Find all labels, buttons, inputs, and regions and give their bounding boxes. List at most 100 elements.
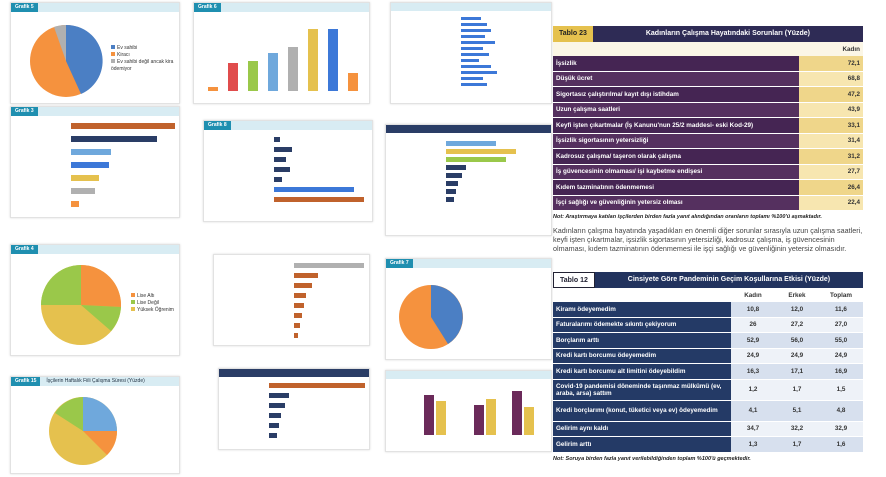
table-note: Not: Soruya birden fazla yanıt verilebil…: [553, 455, 751, 462]
cell: 68,8: [799, 71, 863, 86]
cell: 4,8: [819, 400, 863, 421]
legend-label: Kiracı: [117, 52, 130, 58]
table-row: Kadrosuz çalışma/ taşeron olarak çalışma…: [553, 149, 863, 165]
cell: 32,9: [819, 421, 863, 436]
cell: 43,9: [799, 102, 863, 117]
table-row: Kiramı ödeyemedim 10,8 12,0 11,6: [553, 302, 863, 318]
cell: 26: [731, 317, 775, 332]
cell: 34,7: [731, 421, 775, 436]
row-label: İş güvencesinin olmaması/ işi kaybetme e…: [553, 164, 799, 179]
hbars: [386, 125, 551, 202]
table-row: İşçi sağlığı ve güvenliğinin yetersiz ol…: [553, 195, 863, 211]
table-row: Keyfi işten çıkartmalar (İş Kanunu'nun 2…: [553, 118, 863, 134]
table-note: Not: Araştırmaya katılan işçilerden bird…: [553, 214, 822, 220]
cell: 26,4: [799, 180, 863, 195]
pie: [30, 24, 103, 97]
row-label: İşsizlik sigortasının yetersizliği: [553, 133, 799, 148]
row-label: Covid-19 pandemisi döneminde taşınmaz mü…: [553, 379, 731, 400]
row-label: Düşük ücret: [553, 71, 799, 86]
row-label: Kiramı ödeyemedim: [553, 302, 731, 317]
cell: 1,6: [819, 437, 863, 452]
header-row: Kadın: [553, 42, 863, 56]
cell: 27,7: [799, 164, 863, 179]
row-label: Faturalarımı ödemekte sıkıntı çekiyorum: [553, 317, 731, 332]
header-row: Kadın Erkek Toplam: [553, 288, 863, 302]
thumb: [385, 124, 552, 236]
cell: 32,2: [775, 421, 819, 436]
thumb-tag: Grafik 3: [11, 107, 38, 116]
cell: 72,1: [799, 56, 863, 71]
cell: 10,8: [731, 302, 775, 317]
row-label: Kredi borçlarımı (konut, tüketici veya e…: [553, 400, 731, 421]
thumb: Grafik 6: [193, 2, 370, 104]
hbars: [274, 137, 364, 202]
cell: 52,9: [731, 333, 775, 348]
cell: 56,0: [775, 333, 819, 348]
table-row: Borçlarım arttı 52,9 56,0 55,0: [553, 333, 863, 349]
row-label: Kredi kartı borcumu ödeyemedim: [553, 348, 731, 363]
cell: 31,2: [799, 149, 863, 164]
cell: 1,2: [731, 379, 775, 400]
column-header: Kadın: [744, 291, 762, 299]
table-row: Gelirim aynı kaldı 34,7 32,2 32,9: [553, 421, 863, 437]
table-row: Kredi borçlarımı (konut, tüketici veya e…: [553, 400, 863, 422]
table-body: Kadın Erkek Toplam Kiramı ödeyemedim 10,8 12,…: [553, 288, 863, 453]
cell: 1,7: [775, 437, 819, 452]
thumb: [218, 368, 370, 450]
thumb: Grafik 15 İşçilerin Haftalık Fiili Çalışm…: [10, 376, 180, 474]
row-label: Kıdem tazminatının ödenmemesi: [553, 180, 799, 195]
row-label: Sigortasız çalıştırılma/ kayıt dışı isti…: [553, 87, 799, 102]
cell: 1,3: [731, 437, 775, 452]
hbars: [294, 263, 364, 338]
thumb: Grafik 8: [203, 120, 373, 222]
row-label: İşçi sağlığı ve güvenliğinin yetersiz ol…: [553, 195, 799, 210]
legend: Lise Altı Lise Değil Yüksek Öğrenim: [131, 293, 174, 314]
cell: 24,9: [819, 348, 863, 363]
cell: 55,0: [819, 333, 863, 348]
thumb-tag: Grafik 7: [386, 259, 413, 268]
thumb: Grafik 4 Lise Altı Lise Değil Yüksek Öğr…: [10, 244, 180, 356]
table-row: Kredi kartı borcumu alt limitini ödeyebi…: [553, 364, 863, 380]
cell: 5,1: [775, 400, 819, 421]
table-title: Kadınların Çalışma Hayatındaki Sorunları…: [592, 26, 863, 42]
thumb-tag: Grafik 15: [11, 377, 41, 386]
table-body: Kadın İşsizlik 72,1 Düşük ücret 68,8 Sigortas…: [553, 42, 863, 211]
table-row: Covid-19 pandemisi döneminde taşınmaz mü…: [553, 379, 863, 401]
thumb: Grafik 7: [385, 258, 552, 360]
cell: 17,1: [775, 364, 819, 379]
table-row: İşsizlik 72,1: [553, 56, 863, 72]
row-label: Kredi kartı borcumu alt limitini ödeyebi…: [553, 364, 731, 379]
cell: 22,4: [799, 195, 863, 210]
table-row: Uzun çalışma saatleri 43,9: [553, 102, 863, 118]
row-label: Uzun çalışma saatleri: [553, 102, 799, 117]
legend-label: Lise Değil: [137, 300, 159, 306]
thumb-title: İşçilerin Haftalık Fiili Çalışma Süresi …: [46, 378, 145, 384]
thumb: Grafik 3: [10, 106, 180, 218]
row-label: Keyfi işten çıkartmalar (İş Kanunu'nun 2…: [553, 118, 799, 133]
table-row: İşsizlik sigortasının yetersizliği 31,4: [553, 133, 863, 149]
column-header: Erkek: [788, 291, 806, 299]
table-23: Tablo 23 Kadınların Çalışma Hayatındaki …: [553, 26, 863, 253]
cols: [386, 371, 551, 435]
cell: 1,5: [819, 379, 863, 400]
row-label: Gelirim aynı kaldı: [553, 421, 731, 436]
cell: 33,1: [799, 118, 863, 133]
table-12: Tablo 12 Cinsiyete Göre Pandeminin Geçim…: [553, 272, 863, 462]
thumb: [213, 254, 370, 346]
row-label: Kadrosuz çalışma/ taşeron olarak çalışma: [553, 149, 799, 164]
cell: 11,6: [819, 302, 863, 317]
table-tag: Tablo 23: [553, 26, 593, 42]
pie: [41, 264, 122, 345]
table-row: Sigortasız çalıştırılma/ kayıt dışı isti…: [553, 87, 863, 103]
column-header: Kadın: [842, 45, 861, 53]
cell: 4,1: [731, 400, 775, 421]
table-row: Düşük ücret 68,8: [553, 71, 863, 87]
legend-label: Ev sahibi: [117, 45, 138, 51]
legend-label: Ev sahibi değil ancak kira ödemiyor: [111, 59, 174, 72]
pie: [399, 285, 463, 349]
table-row: Faturalarımı ödemekte sıkıntı çekiyorum 2…: [553, 317, 863, 333]
cell: 24,9: [775, 348, 819, 363]
thumb-tag: Grafik 5: [11, 3, 38, 12]
cell: 16,3: [731, 364, 775, 379]
